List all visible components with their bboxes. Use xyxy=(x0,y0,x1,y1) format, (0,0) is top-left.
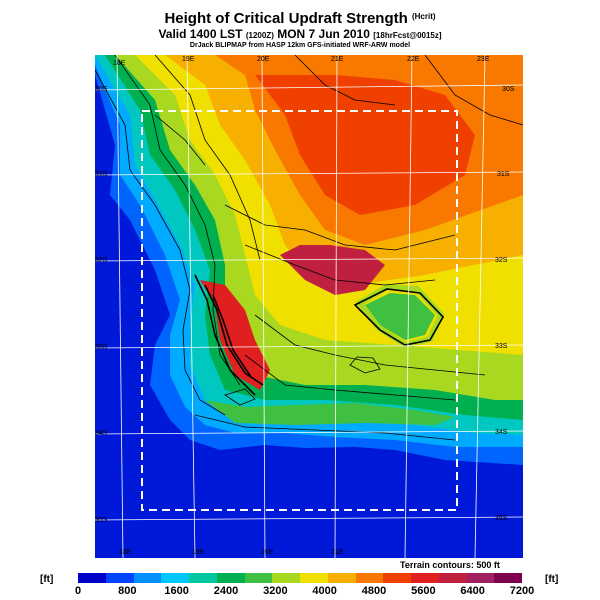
color-legend-bar xyxy=(78,573,522,583)
forecast-map: 18E 19E 20E 21E 22E 23E 18E 19E 20E 21E … xyxy=(95,55,523,558)
legend-swatch xyxy=(355,573,384,583)
legend-swatch xyxy=(300,573,328,583)
legend-swatch xyxy=(133,573,162,583)
inner-domain-box xyxy=(141,110,458,511)
legend-swatch xyxy=(494,573,522,583)
terrain-contour-line xyxy=(194,414,456,441)
lat-label-right-32s: 32S xyxy=(495,257,508,264)
grid-line xyxy=(95,516,523,521)
chart-title: Height of Critical Updraft Strength (Hcr… xyxy=(0,10,600,27)
legend-swatch xyxy=(438,573,467,583)
grid-line xyxy=(334,55,338,558)
legend-tick-label: 1600 xyxy=(164,585,189,597)
lat-lon-grid xyxy=(95,55,523,558)
terrain-contour-line xyxy=(294,55,396,106)
terrain-contour-line xyxy=(353,288,444,346)
terrain-contour-line xyxy=(254,314,486,376)
legend-swatch xyxy=(272,573,300,583)
terrain-contour-line xyxy=(424,55,523,126)
terrain-contour-line xyxy=(224,388,256,406)
title-text: Height of Critical Updraft Strength xyxy=(164,10,408,27)
lon-label-top-21e: 21E xyxy=(331,56,344,63)
east-basin-ring xyxy=(355,283,445,349)
lat-label-right-35s: 35S xyxy=(495,515,508,522)
lat-label-left-33s: 33S xyxy=(95,344,108,351)
lon-label-bottom-18e: 18E xyxy=(119,549,132,556)
legend-tick-label: 0 xyxy=(74,585,82,597)
lon-label-top-18e: 18E xyxy=(113,60,126,67)
grid-line xyxy=(95,430,523,435)
utc-time: (1200Z) xyxy=(245,31,274,40)
grid-line xyxy=(474,55,486,558)
south-green-strip xyxy=(205,400,455,425)
forecast-info: [18hrFcst@0015z] xyxy=(373,31,442,40)
terrain-contour-note: Terrain contours: 500 ft xyxy=(400,560,500,570)
legend-swatch xyxy=(161,573,189,583)
lon-label-bottom-19e: 19E xyxy=(192,549,205,556)
terrain-contour-line xyxy=(194,274,256,396)
legend-tick-label: 2400 xyxy=(213,585,239,597)
grid-line xyxy=(95,257,523,262)
legend-tick-label: 7200 xyxy=(509,585,535,597)
terrain-contour-line xyxy=(154,55,261,261)
legend-swatch xyxy=(466,573,495,583)
grid-line xyxy=(95,344,523,349)
legend-tick-label: 5600 xyxy=(411,585,436,597)
terrain-contour-line xyxy=(349,356,381,374)
legend-swatch xyxy=(383,573,411,583)
grid-line xyxy=(261,55,266,558)
legend-tick-label: 800 xyxy=(118,585,137,597)
legend-swatch xyxy=(244,573,273,583)
grid-line xyxy=(95,84,523,91)
legend-tick-label: 3200 xyxy=(263,585,288,597)
map-graphic xyxy=(95,55,523,558)
legend-swatch xyxy=(105,573,134,583)
title-tag: (Hcrit) xyxy=(411,12,436,21)
legend-swatch xyxy=(411,573,439,583)
lat-label-left-31s: 31S xyxy=(95,171,108,178)
valid-date: MON 7 Jun 2010 xyxy=(277,27,370,41)
lon-label-top-19e: 19E xyxy=(182,56,195,63)
lat-label-left-30s: 30S xyxy=(95,86,108,93)
lon-label-top-22e: 22E xyxy=(407,56,420,63)
chart-subtitle: Valid 1400 LST (1200Z) MON 7 Jun 2010 [1… xyxy=(0,27,600,41)
lon-label-bottom-21e: 21E xyxy=(331,549,344,556)
terrain-contour-line xyxy=(154,114,206,166)
grid-line xyxy=(404,55,413,558)
terrain-contour-line xyxy=(224,204,456,251)
grid-line xyxy=(95,171,523,176)
lat-label-right-31s: 31S xyxy=(497,171,510,178)
east-green-basin xyxy=(365,293,435,340)
lat-label-right-33s: 33S xyxy=(495,343,508,350)
model-credit: DrJack BLIPMAP from HASP 12km GFS-initia… xyxy=(189,42,411,49)
legend-tick-label: 6400 xyxy=(460,585,485,597)
grid-line xyxy=(186,55,196,558)
legend-swatch xyxy=(78,573,106,583)
terrain-contour-line xyxy=(212,294,252,378)
grid-line xyxy=(116,55,124,558)
lon-label-bottom-20e: 20E xyxy=(261,549,274,556)
terrain-contour-line xyxy=(244,354,456,401)
lat-label-left-32s: 32S xyxy=(95,257,108,264)
legend-unit-right: [ft] xyxy=(545,574,559,585)
legend-tick-label: 4000 xyxy=(312,585,337,597)
lat-label-left-34s: 34S xyxy=(95,430,108,437)
lon-label-top-23e: 23E xyxy=(477,56,490,63)
terrain-contour-line xyxy=(244,244,436,286)
legend-swatch xyxy=(327,573,356,583)
lat-label-right-30s: 30S xyxy=(502,86,515,93)
legend-swatch xyxy=(216,573,245,583)
lon-label-top-20e: 20E xyxy=(257,56,270,63)
legend-tick-label: 4800 xyxy=(361,585,387,597)
lat-label-right-34s: 34S xyxy=(495,429,508,436)
legend-unit-left: [ft] xyxy=(40,574,54,585)
legend-swatch xyxy=(189,573,217,583)
valid-time: Valid 1400 LST xyxy=(158,27,243,41)
lat-label-left-35s: 35S xyxy=(95,517,108,524)
